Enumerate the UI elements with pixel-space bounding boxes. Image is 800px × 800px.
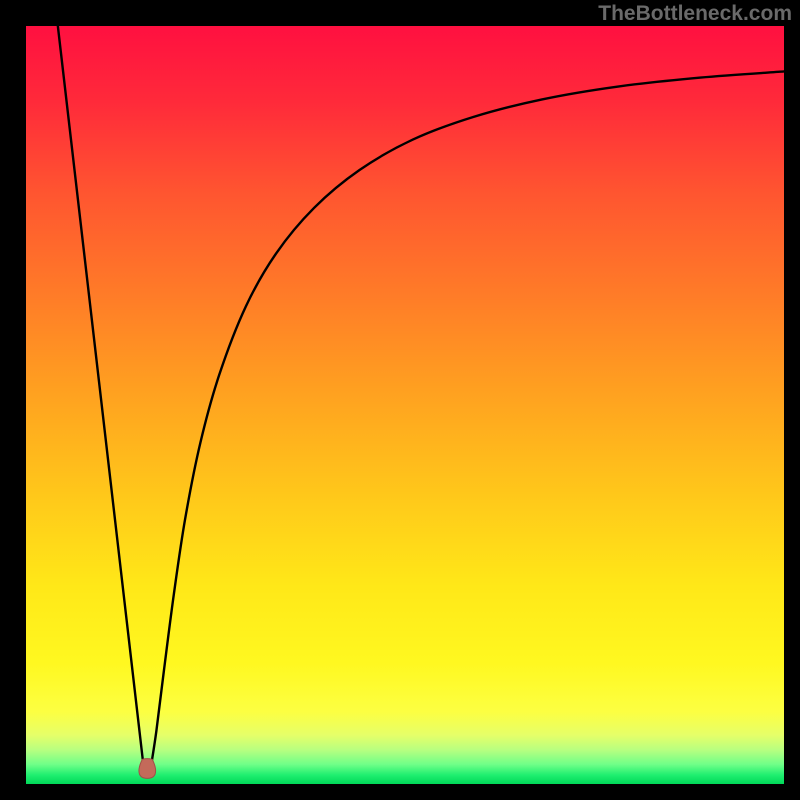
chart-svg	[26, 26, 784, 784]
dip-marker	[139, 759, 156, 779]
gradient-background	[26, 26, 784, 784]
plot-area	[26, 26, 784, 784]
attribution-label: TheBottleneck.com	[598, 2, 792, 26]
chart-container: TheBottleneck.com	[0, 0, 800, 800]
